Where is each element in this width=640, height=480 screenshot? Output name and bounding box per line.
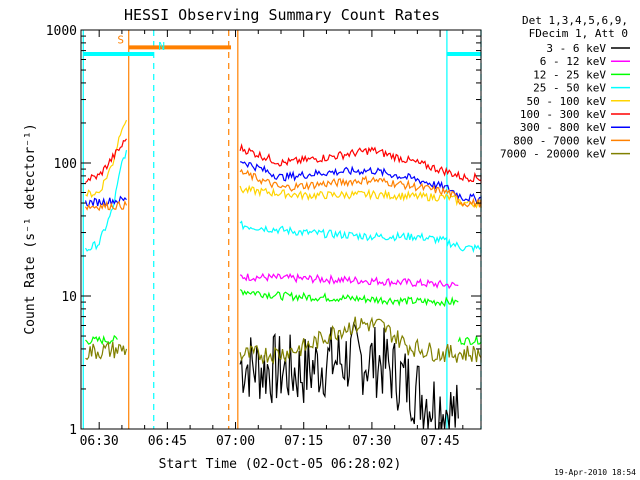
legend-label: 12 - 25 keV [533, 68, 606, 81]
y-tick-label: 100 [54, 157, 77, 172]
x-tick-label: 07:45 [421, 434, 460, 449]
footer-date: 19-Apr-2010 18:54 [554, 468, 636, 477]
tick-layer: 06:30 06:45 07:00 07:15 07:30 07:45 1 10 100 1000 [46, 24, 481, 449]
series-line-6 [239, 161, 482, 205]
series-line-0 [239, 321, 459, 430]
legend-header: FDecim 1, Att 0 [529, 27, 628, 40]
series-line-4 [239, 184, 482, 209]
y-tick-label: 1000 [46, 24, 77, 39]
x-tick-label: 07:00 [216, 434, 255, 449]
x-tick-label: 07:30 [352, 434, 391, 449]
series-line-4 [85, 119, 128, 199]
series-line-1 [239, 272, 459, 290]
legend: Det 1,3,4,5,6,9,FDecim 1, Att 0 3 - 6 keV… [500, 14, 630, 161]
x-tick-label: 06:30 [80, 434, 119, 449]
x-tick-label: 06:45 [148, 434, 187, 449]
legend-label: 3 - 6 keV [546, 42, 606, 55]
legend-label: 25 - 50 keV [533, 82, 606, 95]
flag-label: S [117, 33, 124, 46]
series-layer [84, 119, 482, 430]
legend-header: Det 1,3,4,5,6,9, [522, 14, 628, 27]
y-tick-label: 10 [61, 290, 77, 305]
legend-label: 300 - 800 keV [520, 121, 606, 134]
legend-label: 50 - 100 keV [527, 95, 607, 108]
series-line-3 [239, 220, 482, 254]
series-line-5 [85, 138, 127, 183]
chart-title: HESSI Observing Summary Count Rates [124, 6, 440, 24]
series-line-5 [239, 142, 482, 184]
series-line-8 [239, 316, 482, 365]
series-line-7 [84, 199, 128, 212]
y-tick-label: 1 [69, 423, 77, 438]
legend-label: 100 - 300 keV [520, 108, 606, 121]
legend-label: 6 - 12 keV [540, 55, 607, 68]
series-line-8 [85, 341, 128, 361]
series-line-2 [85, 334, 118, 346]
series-line-2 [239, 289, 459, 308]
x-tick-label: 07:15 [284, 434, 323, 449]
y-axis-label: Count Rate (s⁻¹ detector⁻¹) [23, 123, 38, 334]
legend-label: 7000 - 20000 keV [500, 148, 606, 161]
series-line-7 [239, 168, 482, 209]
x-axis-label: Start Time (02-Oct-05 06:28:02) [159, 457, 402, 472]
series-line-3 [84, 149, 128, 252]
legend-label: 800 - 7000 keV [513, 134, 606, 147]
flag-label: N [158, 40, 165, 53]
